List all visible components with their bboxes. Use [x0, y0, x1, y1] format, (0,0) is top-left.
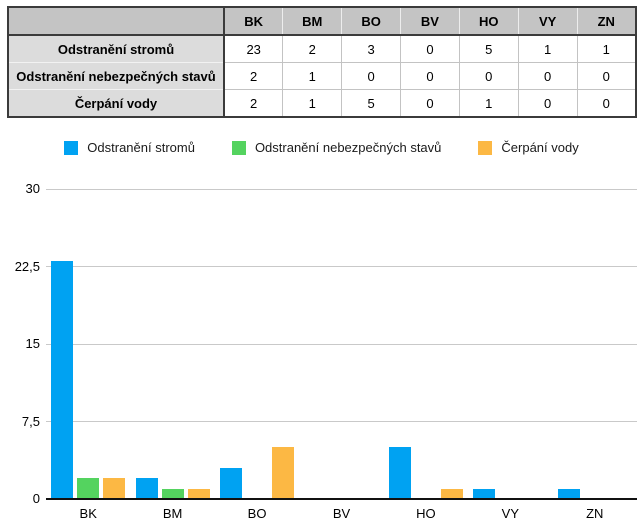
legend-swatch-icon [478, 140, 493, 155]
table-row: Odstranění stromů 23 2 3 0 5 1 1 [8, 34, 637, 63]
table-cell: 23 [223, 34, 284, 63]
table-body: Odstranění stromů 23 2 3 0 5 1 1 Odstranění nebe… [8, 34, 637, 118]
bar-ZN-series0 [557, 488, 580, 499]
legend-item: Odstranění nebezpečných stavů [231, 140, 442, 155]
table-cell: 0 [517, 89, 578, 118]
x-axis-label: VY [501, 506, 520, 521]
row-label: Odstranění stromů [8, 34, 225, 63]
x-axis-label: BV [332, 506, 351, 521]
gridline [46, 266, 637, 267]
table-cell: 0 [400, 89, 460, 118]
y-tick-label: 30 [25, 181, 40, 196]
table-cell: 1 [282, 89, 343, 118]
legend-label: Odstranění nebezpečných stavů [254, 140, 442, 155]
column-header-BK: BK [223, 7, 283, 36]
table-cell: 2 [223, 62, 284, 90]
column-header-HO: HO [458, 7, 519, 36]
row-label: Čerpání vody [8, 89, 225, 117]
table-cell: 0 [400, 62, 460, 90]
table-cell: 0 [517, 62, 578, 90]
gridline [46, 421, 637, 422]
table-cell: 0 [458, 62, 519, 90]
bar-BM-series2 [187, 488, 210, 499]
data-table: BK BM BO BV HO VY ZN Odstranění stromů 23 2 3 0 5 1 1… [7, 6, 637, 118]
x-axis-label: BM [162, 506, 183, 521]
x-axis-line [46, 498, 637, 500]
table-cell: 5 [341, 89, 402, 118]
table-cell: 2 [282, 34, 343, 63]
column-header-BO: BO [341, 7, 401, 36]
x-axis-label: BO [247, 506, 267, 521]
bar-BM-series1 [161, 488, 184, 499]
legend-item: Čerpání vody [478, 140, 579, 155]
bar-chart: 0 7,5 15 22,5 30 BK BM BO BV HO VY ZN [15, 181, 637, 521]
table-cell: 2 [223, 89, 284, 118]
bar-BM-series0 [135, 478, 158, 499]
table-cell: 0 [341, 62, 402, 90]
x-axis-label: BK [79, 506, 97, 521]
x-axis-label: HO [416, 506, 436, 521]
gridline [46, 343, 637, 345]
bar-BO-series0 [220, 468, 243, 499]
bar-BK-series0 [51, 261, 74, 499]
column-header-VY: VY [517, 7, 578, 36]
column-header-ZN: ZN [576, 7, 636, 36]
bar-BK-series1 [77, 478, 100, 499]
legend-swatch-icon [231, 140, 246, 155]
table-header-row: BK BM BO BV HO VY ZN [8, 7, 636, 36]
legend-swatch-icon [64, 140, 79, 155]
y-tick-label: 7,5 [21, 413, 40, 429]
table-cell: 1 [458, 89, 519, 118]
table-cell: 1 [576, 34, 637, 63]
bar-BK-series2 [103, 478, 126, 499]
y-tick-label: 0 [32, 491, 40, 506]
table-cell: 3 [341, 34, 402, 63]
y-tick-label: 15 [25, 336, 40, 351]
table-row: Odstranění nebezpečných stavů 2 1 0 0 0 0 0 [8, 62, 637, 90]
column-header-BV: BV [400, 7, 460, 36]
row-label: Odstranění nebezpečných stavů [8, 62, 225, 90]
legend-label: Čerpání vody [501, 140, 579, 155]
x-axis-label: ZN [586, 506, 604, 521]
legend-item: Odstranění stromů [64, 140, 195, 155]
bar-BO-series2 [272, 447, 295, 499]
table-header: BK BM BO BV HO VY ZN [8, 7, 636, 36]
bar-VY-series0 [473, 488, 496, 499]
table-row: Čerpání vody 2 1 5 0 1 0 0 [8, 89, 637, 118]
bar-HO-series0 [388, 447, 411, 499]
y-tick-label: 22,5 [14, 258, 40, 274]
legend-label: Odstranění stromů [87, 140, 195, 155]
table-cell: 0 [576, 89, 637, 118]
table-cell: 1 [282, 62, 343, 90]
gridline [46, 188, 637, 190]
table-cell: 5 [458, 34, 519, 63]
table-cell: 0 [576, 62, 637, 90]
column-header-BM: BM [282, 7, 342, 36]
table-cell: 1 [517, 34, 578, 63]
chart-legend: Odstranění stromů Odstranění nebezpečných… [0, 140, 643, 155]
bar-HO-series2 [440, 488, 463, 499]
corner-cell [8, 7, 225, 36]
table-cell: 0 [400, 34, 460, 63]
